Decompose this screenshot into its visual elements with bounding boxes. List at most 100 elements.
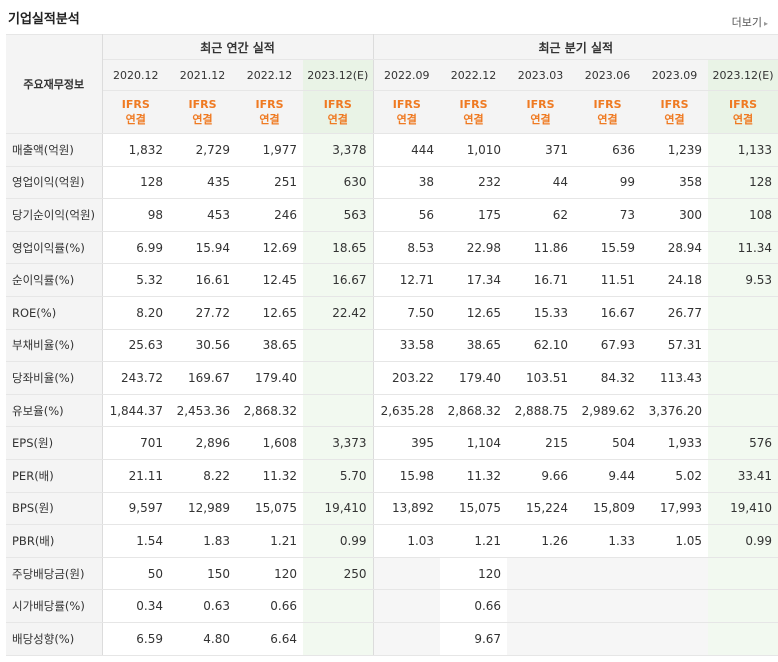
more-label[interactable]: 더보기 — [731, 16, 762, 29]
table-cell: 1,010 — [440, 133, 508, 167]
table-cell — [574, 621, 642, 656]
period-header: 2021.12 — [169, 59, 236, 91]
table-cell: 84.32 — [574, 361, 642, 395]
table-cell: 0.63 — [169, 589, 236, 623]
table-cell: 215 — [507, 426, 575, 460]
table-cell — [507, 621, 575, 656]
table-cell: 395 — [373, 426, 441, 460]
table-cell — [303, 361, 374, 395]
table-cell — [641, 589, 709, 623]
row-label: EPS(원) — [6, 426, 103, 460]
table-cell: 0.99 — [708, 524, 778, 558]
table-row: 당좌비율(%) 243.72 169.67 179.40 203.22 179.40 103… — [6, 361, 778, 395]
table-cell: 16.71 — [507, 263, 575, 297]
table-cell: 15.98 — [373, 458, 441, 493]
table-cell: 113.43 — [641, 361, 709, 395]
table-cell: 232 — [440, 165, 508, 200]
table-cell: 128 — [708, 165, 778, 200]
table-cell: 150 — [169, 556, 236, 591]
table-cell: 3,378 — [303, 133, 374, 167]
consolidated-label: 연결 — [597, 113, 618, 126]
section-title: 기업실적분석 — [8, 12, 80, 27]
table-cell: 11.34 — [708, 230, 778, 265]
table-cell: 8.20 — [102, 295, 169, 330]
row-label: 순이익률(%) — [6, 263, 103, 297]
table-cell: 1,104 — [440, 426, 508, 460]
table-cell — [303, 621, 374, 656]
table-cell — [708, 621, 778, 656]
row-label: 시가배당률(%) — [6, 589, 103, 623]
ifrs-label: IFRS — [121, 98, 150, 111]
row-label: 유보율(%) — [6, 393, 103, 428]
table-cell: 9.44 — [574, 458, 642, 493]
period-header: 2023.09 — [641, 59, 709, 91]
table-cell: 12.65 — [440, 295, 508, 330]
table-cell: 67.93 — [574, 328, 642, 363]
table-cell — [303, 328, 374, 363]
table-cell: 15.59 — [574, 230, 642, 265]
table-cell: 28.94 — [641, 230, 709, 265]
table-cell — [303, 589, 374, 623]
row-label: 당좌비율(%) — [6, 361, 103, 395]
row-label: 매출액(억원) — [6, 133, 103, 167]
table-cell: 179.40 — [440, 361, 508, 395]
table-cell: 453 — [169, 198, 236, 232]
table-cell: 6.59 — [102, 621, 169, 656]
ifrs-consolidated-badge: IFRS 연결 — [303, 90, 374, 134]
table-cell: 6.99 — [102, 230, 169, 265]
table-cell: 15.33 — [507, 295, 575, 330]
table-cell: 2,453.36 — [169, 393, 236, 428]
table-cell: 16.67 — [303, 263, 374, 297]
table-cell — [708, 361, 778, 395]
table-cell — [574, 589, 642, 623]
table-cell: 120 — [440, 556, 508, 591]
table-cell: 0.66 — [236, 589, 303, 623]
table-cell: 19,410 — [708, 491, 778, 526]
table-cell: 15,224 — [507, 491, 575, 526]
table-cell: 62.10 — [507, 328, 575, 363]
period-header: 2022.12 — [236, 59, 303, 91]
table-cell: 2,729 — [169, 133, 236, 167]
table-row: 유보율(%) 1,844.37 2,453.36 2,868.32 2,635.28 2,… — [6, 393, 778, 428]
table-row: 주당배당금(원) 50 150 120 250 120 — [6, 556, 778, 591]
table-cell: 1.05 — [641, 524, 709, 558]
section-header: 기업실적분석 더보기 ▸ — [0, 0, 778, 34]
table-cell: 9.53 — [708, 263, 778, 297]
table-cell — [708, 556, 778, 591]
row-label: 배당성향(%) — [6, 621, 103, 656]
table-cell: 11.32 — [440, 458, 508, 493]
table-cell — [373, 589, 441, 623]
table-row: 당기순이익(억원) 98 453 246 563 56 175 62 73 300 108 — [6, 198, 778, 232]
table-cell: 630 — [303, 165, 374, 200]
table-cell — [507, 589, 575, 623]
table-row: ROE(%) 8.20 27.72 12.65 22.42 7.50 12.65 15.33 1… — [6, 295, 778, 330]
period-header: 2022.09 — [373, 59, 441, 91]
group-quarter-header: 최근 분기 실적 — [373, 34, 778, 60]
table-cell: 50 — [102, 556, 169, 591]
consolidated-label: 연결 — [463, 113, 484, 126]
table-row: 시가배당률(%) 0.34 0.63 0.66 0.66 — [6, 589, 778, 623]
table-cell: 2,888.75 — [507, 393, 575, 428]
table-cell — [507, 556, 575, 591]
table-cell: 246 — [236, 198, 303, 232]
ifrs-consolidated-badge: IFRS 연결 — [373, 90, 441, 134]
table-cell: 57.31 — [641, 328, 709, 363]
ifrs-consolidated-badge: IFRS 연결 — [708, 90, 778, 134]
table-cell: 33.58 — [373, 328, 441, 363]
table-cell: 1,832 — [102, 133, 169, 167]
table-cell: 11.51 — [574, 263, 642, 297]
table-cell: 24.18 — [641, 263, 709, 297]
table-cell: 444 — [373, 133, 441, 167]
table-cell: 16.67 — [574, 295, 642, 330]
table-cell: 0.99 — [303, 524, 374, 558]
table-cell: 15,075 — [440, 491, 508, 526]
table-cell: 2,896 — [169, 426, 236, 460]
more-link[interactable]: 더보기 ▸ — [732, 14, 768, 30]
period-header: 2022.12 — [440, 59, 508, 91]
table-cell: 16.61 — [169, 263, 236, 297]
row-header-label: 주요재무정보 — [6, 34, 103, 134]
table-cell: 358 — [641, 165, 709, 200]
table-cell: 108 — [708, 198, 778, 232]
table-cell — [708, 589, 778, 623]
table-cell: 4.80 — [169, 621, 236, 656]
